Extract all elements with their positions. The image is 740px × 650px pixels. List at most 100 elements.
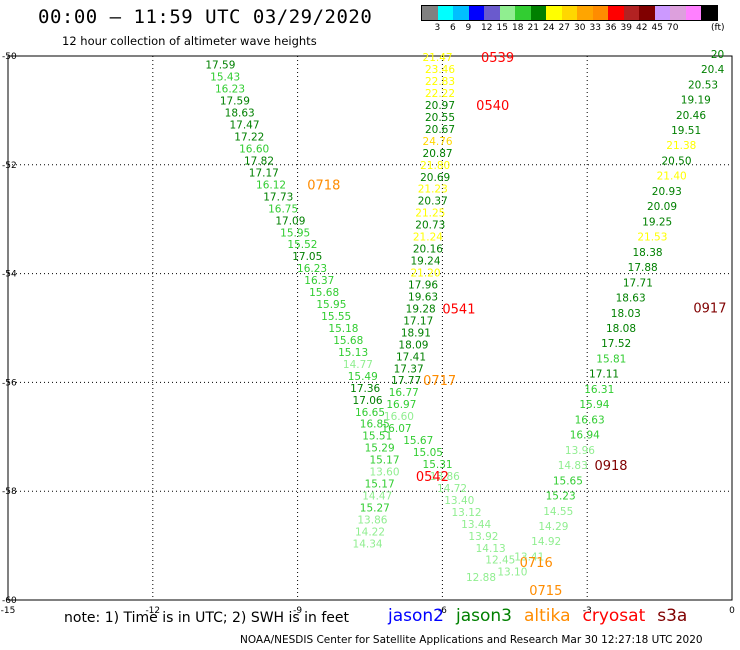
color-scale-cell (701, 6, 717, 20)
wave-height-label: 15.17 (365, 479, 395, 491)
wave-height-label: 14.72 (437, 483, 467, 495)
wave-height-label: 15.67 (403, 435, 433, 447)
wave-height-label: 13.96 (565, 445, 595, 457)
wave-height-label: 13.12 (452, 507, 482, 519)
wave-height-label: 15.68 (309, 287, 339, 299)
pass-time-marker: 0715 (529, 584, 562, 599)
wave-height-label: 15.94 (579, 399, 609, 411)
wave-height-label: 17.47 (229, 120, 259, 132)
color-scale-cell (499, 6, 515, 20)
color-scale-cell (437, 6, 453, 20)
pass-time-marker: 0539 (481, 51, 514, 66)
wave-height-label: 18.03 (611, 308, 641, 320)
color-scale-label: 24 (543, 23, 555, 33)
wave-height-label: 19.28 (406, 303, 436, 315)
wave-height-label: 17.52 (601, 338, 631, 350)
wave-height-label: 16.75 (268, 203, 298, 215)
wave-height-label: 16.60 (239, 143, 269, 155)
color-scale-cell (577, 6, 593, 20)
wave-height-label: 13.92 (468, 531, 498, 543)
color-scale-cell (623, 6, 639, 20)
color-scale-cell (685, 6, 701, 20)
wave-height-label: 22.83 (425, 76, 455, 88)
wave-height-label: 21.53 (637, 232, 667, 244)
wave-height-label: 16.23 (215, 84, 245, 96)
wave-height-label: 14.22 (355, 526, 385, 538)
color-scale-label: 45 (651, 23, 663, 33)
wave-height-label: 14.83 (558, 460, 588, 472)
wave-height-label: 16.97 (386, 399, 416, 411)
legend-item-cryosat: cryosat (582, 606, 646, 626)
page-subtitle: 12 hour collection of altimeter wave hei… (62, 34, 317, 48)
wave-height-label: 19.24 (410, 256, 440, 268)
wave-height-label: 15.65 (553, 475, 583, 487)
wave-height-label: 20.37 (418, 196, 448, 208)
wave-height-label: 21.47 (423, 52, 453, 64)
x-tick-label: -3 (583, 606, 592, 616)
wave-height-label: 16.85 (360, 419, 390, 431)
wave-height-label: 20.55 (425, 112, 455, 124)
wave-height-label: 15.51 (362, 431, 392, 443)
color-scale-label: 18 (512, 23, 524, 33)
wave-height-label: 17.37 (394, 363, 424, 375)
x-tick-label: -6 (438, 606, 447, 616)
pass-time-marker: 0716 (520, 556, 553, 571)
wave-height-label: 18.63 (225, 108, 255, 120)
color-scale-label: 42 (636, 23, 648, 33)
color-scale-cell (530, 6, 546, 20)
wave-height-label: 19.51 (671, 125, 701, 137)
wave-height-label: 17.09 (275, 215, 305, 227)
wave-height-label: 17.82 (244, 155, 274, 167)
color-scale-unit: (ft) (711, 23, 725, 33)
wave-height-label: 14.55 (543, 506, 573, 518)
color-scale-label: 6 (450, 23, 456, 33)
wave-height-label: 17.59 (220, 96, 250, 108)
wave-height-label: 20.46 (676, 110, 706, 122)
wave-height-label: 24.76 (423, 136, 453, 148)
color-scale-label: 70 (667, 23, 679, 33)
wave-height-label: 16.63 (575, 414, 605, 426)
wave-height-label: 15.49 (348, 371, 378, 383)
wave-height-label: 21.20 (410, 268, 440, 280)
x-tick-label: -9 (293, 606, 302, 616)
credit-line: NOAA/NESDIS Center for Satellite Applica… (240, 634, 703, 646)
wave-height-label: 21.24 (413, 232, 443, 244)
pass-time-marker: 0718 (307, 178, 340, 193)
color-scale-cell (484, 6, 500, 20)
wave-height-label: 15.18 (328, 323, 358, 335)
wave-height-label: 16.77 (389, 387, 419, 399)
wave-height-label: 15.31 (423, 459, 453, 471)
wave-height-label: 20.67 (425, 124, 455, 136)
color-scale-cell (468, 6, 484, 20)
wave-height-label: 21.23 (418, 184, 448, 196)
wave-height-label: 16.37 (304, 275, 334, 287)
wave-height-label: 17.73 (263, 191, 293, 203)
wave-height-label: 20 (711, 49, 724, 61)
wave-height-label: 15.17 (369, 455, 399, 467)
wave-height-label: 14.92 (531, 536, 561, 548)
wave-height-label: 17.71 (623, 277, 653, 289)
wave-height-label: 19.63 (408, 291, 438, 303)
wave-height-label: 15.23 (546, 491, 576, 503)
wave-height-label: 15.52 (287, 239, 317, 251)
pass-time-marker: 0918 (594, 459, 627, 474)
wave-height-label: 20.53 (688, 79, 718, 91)
wave-height-label: 13.40 (444, 495, 474, 507)
pass-time-marker: 0541 (442, 302, 475, 317)
x-tick-label: -15 (1, 606, 16, 616)
legend-item-jason3: jason3 (456, 606, 512, 626)
wave-height-label: 17.06 (353, 395, 383, 407)
wave-height-label: 22.22 (425, 88, 455, 100)
wave-height-label: 20.87 (423, 148, 453, 160)
wave-height-label: 18.63 (616, 293, 646, 305)
wave-height-label: 13.86 (357, 514, 387, 526)
wave-height-label: 23.46 (425, 64, 455, 76)
wave-height-label: 18.08 (606, 323, 636, 335)
wave-height-label: 21.40 (657, 171, 687, 183)
wave-height-label: 20.16 (413, 244, 443, 256)
wave-height-label: 17.77 (391, 375, 421, 387)
color-scale-labels: 3 6 9 12 15 18 21 24 27 30 33 36 39 42 45 70 (ft) (421, 21, 725, 35)
wave-height-label: 20.97 (425, 100, 455, 112)
y-tick-label: -58 (2, 487, 17, 497)
